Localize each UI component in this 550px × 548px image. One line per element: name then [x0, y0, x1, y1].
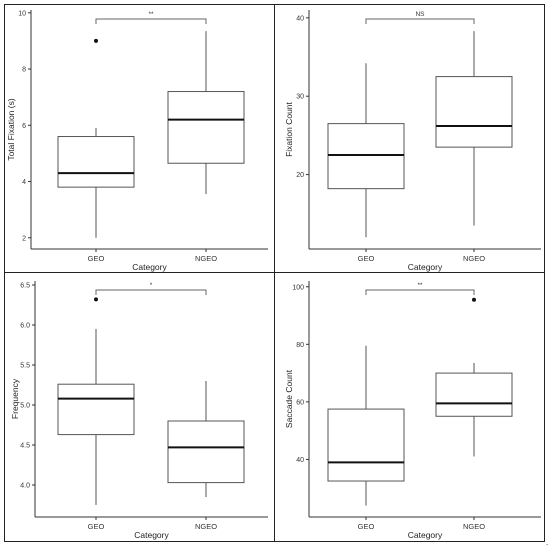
panel-3-significance-bracket: [95, 289, 207, 295]
panel-2-box: [435, 76, 513, 148]
panel-2-y-tick-label: 40: [296, 15, 304, 22]
panel-4-x-tick-label: NGEO: [463, 522, 485, 531]
panel-4-significance-label: **: [417, 282, 423, 289]
trailing-mark: .: [546, 538, 549, 547]
panel-1-y-tick-label: 8: [22, 67, 26, 74]
panel-2-y-tick-label: 30: [296, 94, 304, 101]
panel-4-y-axis-label: Saccade Count: [284, 369, 294, 428]
panel-1-y-tick-label: 6: [22, 123, 26, 130]
panel-1-y-tick-label: 2: [22, 235, 26, 242]
panel-4-y-tick-label: 40: [296, 457, 304, 464]
panel-4-x-tick-label: GEO: [358, 522, 375, 531]
panel-4-x-axis-label: Category: [408, 530, 443, 540]
panel-1-y-axis-label: Total Fixation (s): [6, 98, 16, 161]
panel-3-y-tick-label: 5.0: [20, 403, 30, 410]
panel-3-y-tick-label: 6.0: [20, 323, 30, 330]
panel-2-y-tick-label: 20: [296, 172, 304, 179]
panel-divider-vertical: [274, 4, 275, 542]
panel-1-y-tick-label: 4: [22, 179, 26, 186]
panel-3-box: [57, 383, 135, 436]
panel-2-significance-bracket: [365, 18, 475, 24]
panel-3-y-tick-label: 4.0: [20, 483, 30, 490]
panel-1-significance-bracket: [95, 18, 207, 24]
panel-3-outlier-point: [94, 297, 98, 302]
panel-1-x-tick-label: NGEO: [195, 254, 217, 263]
panel-4-outlier-point: [472, 297, 476, 302]
panel-4-y-tick-label: 100: [292, 284, 304, 291]
panel-1-box: [57, 136, 135, 188]
panel-3-x-tick-label: NGEO: [195, 522, 217, 531]
panel-2-box: [327, 123, 405, 190]
panel-3-x-axis-label: Category: [134, 530, 169, 540]
panel-1-y-tick-label: 10: [18, 10, 26, 17]
panel-1-significance-label: **: [148, 11, 154, 18]
panel-3-x-tick-label: GEO: [88, 522, 105, 531]
panel-1-x-axis-label: Category: [132, 262, 167, 272]
panel-2-significance-label: NS: [415, 11, 425, 18]
panel-3-box: [167, 420, 245, 484]
panel-1-outlier-point: [94, 38, 98, 43]
panel-1-x-tick-label: GEO: [88, 254, 105, 263]
panel-3-y-tick-label: 6.5: [20, 283, 30, 290]
panel-3-significance-label: *: [150, 282, 153, 289]
panel-2-y-axis-label: Fixation Count: [284, 101, 294, 156]
panel-3-y-tick-label: 5.5: [20, 363, 30, 370]
panel-1-box: [167, 91, 245, 164]
panel-4-y-tick-label: 60: [296, 399, 304, 406]
panel-2-x-tick-label: GEO: [358, 254, 375, 263]
panel-2-x-axis-label: Category: [408, 262, 443, 272]
panel-4-box: [435, 372, 513, 417]
panel-4-box: [327, 408, 405, 482]
panel-3-y-axis-label: Frequency: [10, 378, 20, 419]
panel-4-significance-bracket: [365, 289, 475, 295]
panel-2-x-tick-label: NGEO: [463, 254, 485, 263]
panel-3-y-tick-label: 4.5: [20, 443, 30, 450]
panel-4-y-tick-label: 80: [296, 342, 304, 349]
